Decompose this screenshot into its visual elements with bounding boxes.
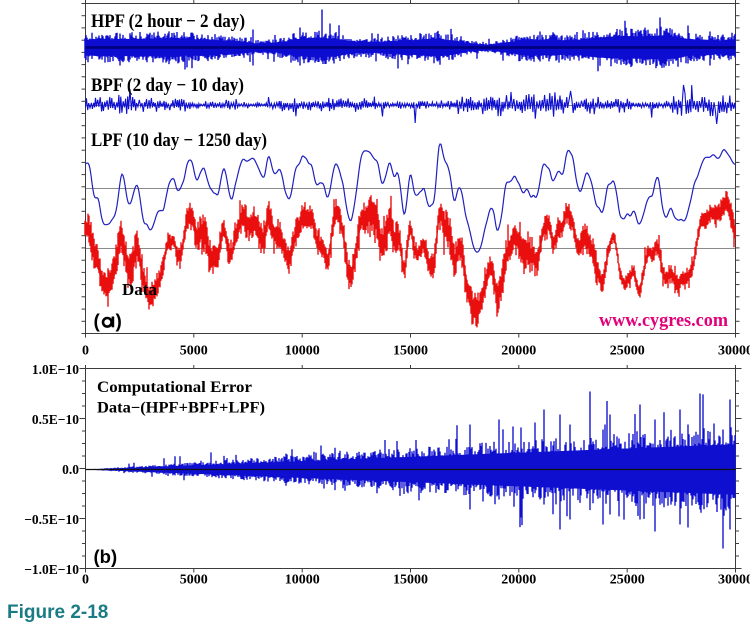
svg-text:(b): (b) (94, 546, 118, 567)
svg-text:): ) (116, 312, 122, 333)
svg-text:0: 0 (82, 344, 89, 359)
svg-text:−0.5E−10: −0.5E−10 (24, 512, 79, 527)
svg-text:Computational Error: Computational Error (97, 379, 252, 396)
svg-text:0.5E−10: 0.5E−10 (32, 412, 79, 427)
svg-text:0: 0 (82, 573, 89, 588)
svg-text:10000: 10000 (285, 344, 320, 359)
svg-text:Data: Data (122, 280, 157, 299)
svg-text:20000: 20000 (501, 344, 536, 359)
svg-text:Data−(HPF+BPF+LPF): Data−(HPF+BPF+LPF) (97, 400, 265, 417)
svg-text:(: ( (94, 312, 101, 333)
svg-text:30000: 30000 (718, 344, 750, 359)
svg-text:25000: 25000 (610, 573, 645, 588)
svg-text:5000: 5000 (180, 344, 208, 359)
svg-text:www.cygres.com: www.cygres.com (599, 310, 728, 331)
svg-text:0.0: 0.0 (62, 462, 79, 477)
svg-text:BPF (2 day − 10 day): BPF (2 day − 10 day) (91, 75, 244, 96)
svg-text:LPF (10 day − 1250 day): LPF (10 day − 1250 day) (91, 130, 267, 151)
svg-text:1.0E−10: 1.0E−10 (32, 362, 79, 377)
svg-text:15000: 15000 (393, 344, 428, 359)
svg-text:5000: 5000 (180, 573, 208, 588)
svg-text:HPF (2 hour − 2 day): HPF (2 hour − 2 day) (91, 11, 245, 32)
svg-text:25000: 25000 (610, 344, 645, 359)
svg-text:15000: 15000 (393, 573, 428, 588)
svg-text:20000: 20000 (501, 573, 536, 588)
svg-text:Figure 2-18: Figure 2-18 (7, 602, 108, 623)
svg-text:−1.0E−10: −1.0E−10 (24, 562, 79, 577)
svg-text:10000: 10000 (285, 573, 320, 588)
svg-text:30000: 30000 (718, 573, 750, 588)
